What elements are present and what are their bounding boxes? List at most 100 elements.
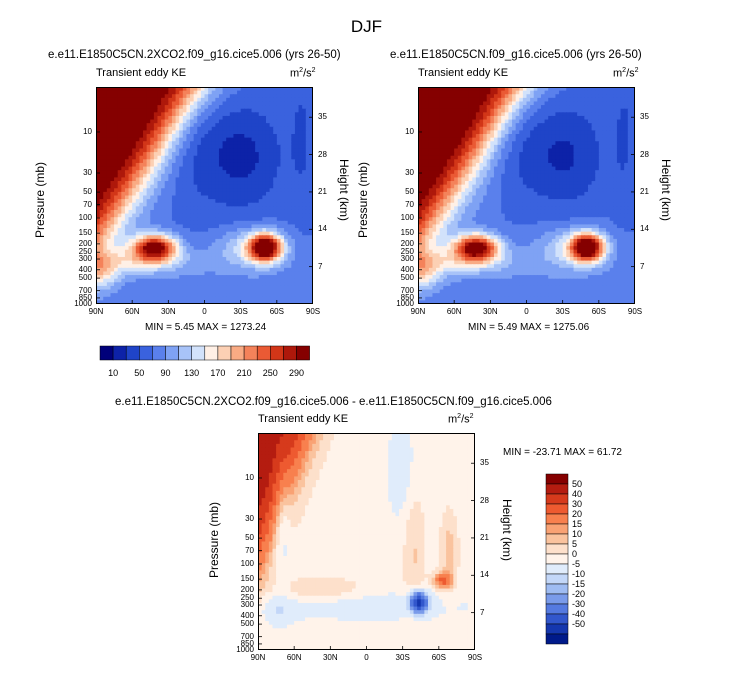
field-cell	[602, 126, 607, 131]
field-cell	[161, 170, 166, 175]
field-cell	[197, 105, 202, 110]
field-cell	[284, 130, 289, 135]
field-cell	[124, 155, 130, 160]
field-cell	[229, 123, 235, 128]
field-cell	[276, 173, 282, 179]
field-cell	[226, 228, 231, 233]
field-cell	[153, 206, 159, 211]
field-cell	[280, 220, 285, 226]
field-cell	[179, 253, 184, 258]
field-cell	[555, 105, 560, 110]
field-cell	[164, 188, 169, 193]
field-cell	[526, 141, 531, 146]
field-cell	[103, 170, 108, 175]
field-cell	[182, 206, 188, 211]
field-cell	[493, 112, 499, 117]
field-cell	[114, 126, 119, 131]
field-cell	[197, 137, 202, 142]
field-cell	[483, 134, 488, 139]
field-cell	[168, 188, 173, 193]
field-cell	[627, 144, 632, 150]
field-cell	[146, 213, 151, 218]
field-cell	[302, 173, 307, 179]
field-cell	[294, 159, 300, 164]
field-cell	[190, 235, 195, 240]
field-cell	[240, 199, 245, 204]
field-cell	[150, 130, 155, 135]
field-cell	[287, 267, 292, 273]
field-cell	[190, 209, 195, 215]
field-cell	[294, 220, 300, 226]
field-cell	[96, 220, 101, 226]
field-cell	[258, 195, 263, 200]
field-cell	[204, 267, 209, 273]
field-cell	[587, 119, 593, 124]
field-cell	[229, 141, 235, 146]
field-cell	[265, 293, 271, 298]
field-cell	[128, 181, 133, 186]
field-cell	[182, 177, 188, 182]
field-cell	[486, 123, 491, 128]
field-cell	[262, 90, 267, 95]
field-cell	[240, 296, 245, 301]
field-cell	[497, 130, 502, 135]
field-cell	[273, 126, 278, 131]
field-cell	[595, 130, 600, 135]
field-cell	[472, 166, 477, 171]
field-cell	[273, 285, 278, 291]
field-cell	[218, 282, 224, 287]
field-cell	[475, 108, 481, 113]
field-cell	[457, 115, 462, 121]
field-cell	[215, 202, 220, 207]
field-cell	[298, 209, 303, 215]
field-cell	[143, 231, 148, 236]
field-cell	[186, 159, 191, 164]
field-cell	[117, 300, 122, 304]
field-cell	[164, 130, 169, 135]
field-cell	[139, 296, 144, 301]
field-cell	[284, 289, 289, 294]
field-cell	[273, 264, 278, 269]
field-cell	[215, 152, 220, 157]
field-cell	[200, 282, 206, 287]
field-cell	[309, 97, 313, 103]
field-cell	[584, 134, 589, 139]
field-cell	[544, 90, 549, 95]
field-cell	[128, 105, 133, 110]
field-cell	[164, 289, 169, 294]
field-cell	[533, 87, 538, 92]
field-cell	[168, 148, 173, 153]
field-cell	[587, 97, 593, 103]
field-cell	[432, 105, 437, 110]
field-cell	[215, 220, 220, 226]
field-cell	[298, 282, 303, 287]
field-cell	[468, 141, 473, 146]
field-cell	[273, 159, 278, 164]
field-cell	[193, 235, 198, 240]
field-cell	[247, 112, 253, 117]
field-cell	[106, 195, 112, 200]
field-cell	[432, 134, 437, 139]
field-cell	[182, 235, 188, 240]
field-cell	[171, 220, 177, 226]
field-cell	[106, 260, 112, 265]
field-cell	[208, 155, 213, 160]
field-cell	[305, 162, 310, 168]
field-cell	[432, 115, 437, 121]
field-cell	[631, 137, 635, 142]
field-cell	[425, 87, 430, 92]
field-cell	[197, 90, 202, 95]
field-cell	[540, 137, 546, 142]
field-cell	[265, 267, 271, 273]
field-cell	[150, 231, 155, 236]
field-cell	[179, 123, 184, 128]
field-cell	[287, 271, 292, 276]
field-cell	[479, 87, 484, 92]
field-cell	[168, 282, 173, 287]
field-cell	[569, 152, 575, 157]
field-cell	[280, 246, 285, 251]
field-cell	[454, 141, 459, 146]
field-cell	[530, 87, 535, 92]
field-cell	[537, 144, 542, 150]
field-cell	[559, 155, 564, 160]
